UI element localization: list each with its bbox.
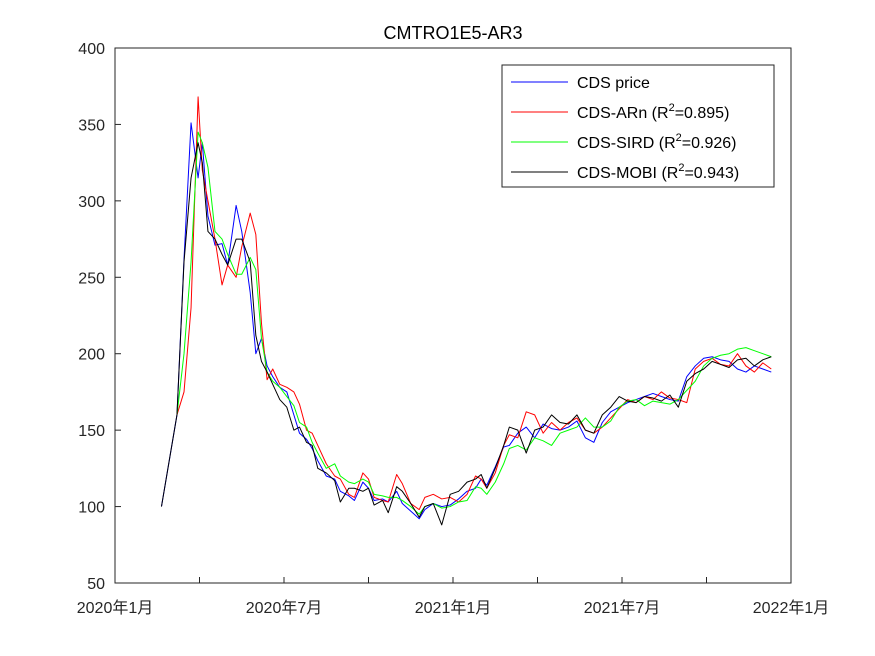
x-tick-label: 2022年1月 bbox=[753, 599, 830, 617]
x-tick-label: 2021年7月 bbox=[584, 599, 661, 617]
y-tick-label: 300 bbox=[78, 194, 105, 211]
y-axis: 50 100 150 200 250 300 350 400 bbox=[78, 41, 121, 593]
y-tick-label: 100 bbox=[78, 500, 105, 517]
legend-entry-label: CDS-SIRD (R2=0.926) bbox=[577, 132, 737, 152]
legend: CDS price CDS-ARn (R2=0.895) CDS-SIRD (R2=… bbox=[501, 64, 775, 188]
chart-title: CMTRO1E5-AR3 bbox=[383, 23, 522, 43]
y-tick-label: 150 bbox=[78, 423, 105, 440]
x-tick-label: 2020年1月 bbox=[77, 599, 154, 617]
x-tick-label: 2020年7月 bbox=[246, 599, 323, 617]
legend-entry-label: CDS price bbox=[577, 75, 650, 92]
y-tick-label: 250 bbox=[78, 270, 105, 287]
x-tick-label: 2021年1月 bbox=[415, 599, 492, 617]
y-tick-label: 200 bbox=[78, 347, 105, 364]
y-tick-label: 400 bbox=[78, 41, 105, 58]
series-line-cds-mobi bbox=[160, 142, 772, 526]
legend-entry-label: CDS-ARn (R2=0.895) bbox=[577, 102, 729, 122]
series-line-cds-arn bbox=[176, 96, 772, 511]
series-line-cds-price bbox=[160, 122, 772, 520]
series-lines bbox=[160, 96, 772, 526]
series-line-cds-sird bbox=[176, 131, 772, 515]
legend-entry-label: CDS-MOBI (R2=0.943) bbox=[577, 162, 739, 182]
y-tick-label: 350 bbox=[78, 117, 105, 134]
x-axis: 2020年1月 2020年7月 2021年1月 2021年7月 2022年1月 bbox=[77, 577, 830, 617]
y-tick-label: 50 bbox=[87, 576, 105, 593]
legend-box bbox=[501, 64, 775, 188]
